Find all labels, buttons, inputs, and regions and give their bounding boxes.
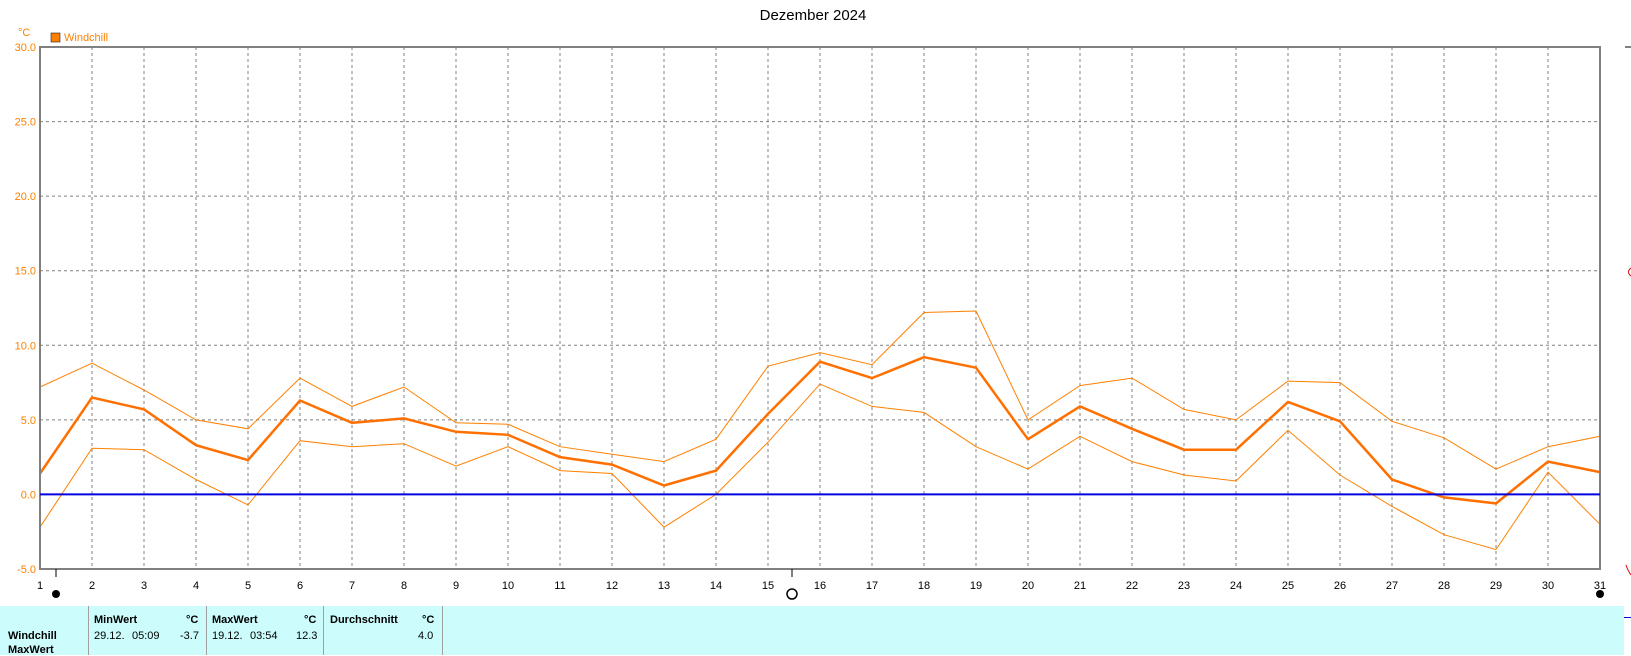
min-header: MinWert [94, 614, 137, 626]
x-tick-label: 27 [1386, 580, 1398, 592]
x-tick-label: 9 [453, 580, 459, 592]
x-tick-label: 15 [762, 580, 774, 592]
x-tick-label: 11 [554, 580, 565, 592]
x-tick-label: 25 [1282, 580, 1294, 592]
avg-value: 4.0 [418, 630, 433, 642]
y-tick-label: 20.0 [15, 191, 36, 203]
x-tick-label: 10 [502, 580, 514, 592]
max-value: 12.3 [296, 630, 317, 642]
x-tick-label: 29 [1490, 580, 1502, 592]
x-tick-label: 28 [1438, 580, 1450, 592]
statistics-panel: Windchill MaxWert MinWert °C 29.12. 05:0… [0, 606, 1624, 655]
y-tick-label: 0.0 [21, 489, 36, 501]
right-edge-curve-2 [1626, 565, 1631, 575]
y-tick-label: 15.0 [15, 266, 36, 278]
x-tick-label: 24 [1230, 580, 1242, 592]
new-moon-icon [1596, 590, 1604, 598]
x-tick-label: 12 [606, 580, 618, 592]
x-tick-label: 7 [349, 580, 355, 592]
x-tick-label: 23 [1178, 580, 1190, 592]
markers [52, 569, 1604, 599]
x-tick-label: 8 [401, 580, 407, 592]
y-tick-label: -5.0 [17, 564, 36, 576]
x-tick-label: 30 [1542, 580, 1554, 592]
full-moon-icon [787, 589, 797, 599]
column-separator [206, 606, 207, 655]
max-header: MaxWert [212, 614, 258, 626]
x-tick-label: 14 [710, 580, 722, 592]
y-tick-label: 5.0 [21, 415, 36, 427]
max-date: 19.12. [212, 630, 243, 642]
y-tick-label: 25.0 [15, 117, 36, 129]
max-time: 03:54 [250, 630, 278, 642]
x-tick-label: 16 [814, 580, 826, 592]
x-tick-label: 20 [1022, 580, 1034, 592]
x-tick-label: 13 [658, 580, 670, 592]
min-time: 05:09 [132, 630, 160, 642]
x-tick-label: 4 [193, 580, 199, 592]
x-tick-label: 3 [141, 580, 147, 592]
right-edge-marker [1624, 617, 1631, 618]
y-tick-label: 10.0 [15, 340, 36, 352]
min-date: 29.12. [94, 630, 125, 642]
max-unit: °C [304, 614, 316, 626]
x-tick-label: 6 [297, 580, 303, 592]
stats-row-label: Windchill [8, 630, 57, 642]
x-tick-label: 18 [918, 580, 930, 592]
x-tick-label: 26 [1334, 580, 1346, 592]
legend-box [51, 33, 60, 42]
windchill-chart: Dezember 2024 °C Windchill 30.025.020.01… [0, 0, 1631, 606]
column-separator [88, 606, 89, 655]
x-tick-label: 17 [866, 580, 878, 592]
chart-title: Dezember 2024 [760, 7, 867, 24]
x-tick-label: 2 [89, 580, 95, 592]
stats-row-label-2: MaxWert [8, 644, 54, 656]
x-tick-label: 5 [245, 580, 251, 592]
avg-unit: °C [422, 614, 434, 626]
x-tick-label: 22 [1126, 580, 1138, 592]
x-tick-label: 19 [970, 580, 982, 592]
column-separator [323, 606, 324, 655]
new-moon-icon [52, 590, 60, 598]
min-value: -3.7 [180, 630, 199, 642]
x-tick-label: 1 [37, 580, 43, 592]
y-axis-unit: °C [18, 27, 30, 39]
column-separator [442, 606, 443, 655]
y-tick-label: 30.0 [15, 42, 36, 54]
series-group [40, 311, 1600, 550]
legend-label-windchill: Windchill [64, 32, 108, 44]
x-tick-label: 21 [1074, 580, 1086, 592]
min-unit: °C [186, 614, 198, 626]
avg-header: Durchschnitt [330, 614, 398, 626]
